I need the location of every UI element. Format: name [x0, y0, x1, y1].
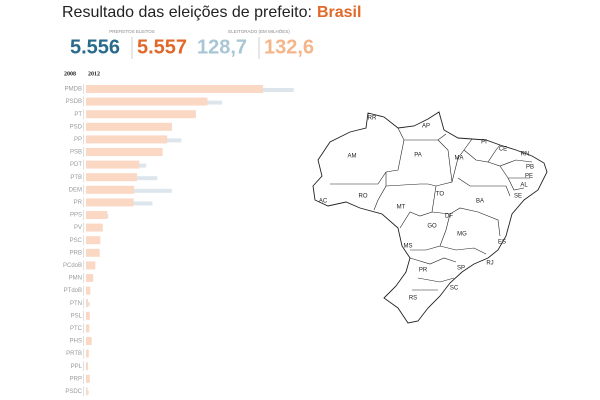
party-label: PT: [74, 112, 82, 118]
bar-2012: [86, 85, 263, 93]
state-label: RN: [521, 152, 530, 158]
bar-2012: [86, 374, 90, 383]
party-label: PTB: [70, 175, 82, 181]
state-label: RJ: [486, 261, 493, 267]
bar-2012: [86, 198, 134, 207]
stat-value: 5.556: [70, 36, 120, 58]
state-label: MG: [457, 232, 467, 238]
party-label: PSD: [70, 124, 83, 130]
state-label: AP: [422, 124, 430, 130]
bar-2012: [86, 299, 89, 308]
stat-label: PREFEITOS ELEITOS: [109, 29, 155, 34]
bar-2012: [86, 135, 168, 144]
state-label: PB: [526, 165, 534, 171]
bar-2012: [86, 324, 90, 333]
state-label: AL: [520, 183, 528, 189]
stat-value: 132,6: [264, 36, 314, 58]
title: Resultado das eleições de prefeito: Brasi…: [62, 4, 361, 21]
bar-2012: [86, 337, 92, 345]
bar-2012: [86, 148, 163, 156]
state-label: RS: [409, 296, 417, 302]
party-label: PCdoB: [63, 263, 82, 269]
bar-2012: [86, 122, 172, 131]
party-label: PRB: [70, 250, 82, 256]
party-label: PP: [74, 137, 82, 143]
state-label: PR: [419, 268, 428, 274]
state-label: DF: [445, 214, 453, 220]
state-label: AC: [319, 199, 328, 205]
bar-2012: [86, 248, 100, 257]
bar-2012: [86, 110, 196, 119]
party-label: PRTB: [66, 351, 82, 357]
bar-2012: [86, 236, 101, 245]
bar-2012: [86, 185, 135, 194]
state-label: RO: [359, 194, 368, 200]
bar-2012: [86, 387, 88, 396]
party-label: PRP: [70, 376, 82, 382]
state-label: BA: [476, 199, 484, 205]
stat-value: 128,7: [197, 36, 247, 58]
stat-label: ELEITORADO (EM MILHÕES): [228, 28, 290, 34]
bar-2012: [86, 223, 103, 232]
state-label: SP: [457, 266, 465, 272]
state-label: SE: [514, 194, 522, 200]
bar-2012: [86, 286, 91, 295]
bar-2012: [86, 211, 108, 219]
state-label: TO: [436, 192, 445, 198]
state-label: CE: [499, 147, 507, 153]
party-label: PV: [74, 225, 82, 231]
map: RR AP AM PA MA PI CE RN PB PE AL SE TO BA AC RO MT GO DF MG…: [312, 111, 548, 324]
party-label: PSB: [70, 150, 82, 156]
party-label: PSL: [71, 313, 83, 319]
bar-2012: [86, 274, 94, 282]
party-label: PDT: [70, 162, 82, 168]
bar-2012: [86, 349, 89, 358]
state-label: ES: [498, 240, 506, 246]
party-label: PHS: [70, 339, 82, 345]
state-borders: [330, 127, 533, 291]
state-label: AM: [348, 154, 357, 160]
party-label: PSDB: [66, 99, 82, 105]
party-label: PTN: [70, 301, 82, 307]
title-text: Resultado das eleições de prefeito:: [62, 4, 312, 21]
party-label: PTdoB: [64, 288, 82, 294]
legend-label: 2012: [88, 71, 100, 77]
party-label: PPS: [70, 213, 82, 219]
state-label: GO: [427, 224, 437, 230]
bar-2012: [86, 311, 90, 320]
state-label: PA: [414, 153, 422, 159]
state-label: PE: [525, 174, 533, 180]
legend-label: 2008: [64, 71, 76, 77]
bar-chart: 2008 2012PMDBPSDBPTPSDPPPSBPDTPTBDEMPRPPS…: [63, 71, 294, 397]
party-label: PSC: [70, 238, 83, 244]
bar-2012: [86, 160, 140, 169]
state-label: PI: [481, 140, 487, 146]
party-label: PMDB: [65, 87, 82, 93]
country-outline: [312, 111, 548, 324]
bar-2012: [86, 173, 138, 182]
stats: PREFEITOS ELEITOS 5.556 5.557 ELEITORADO (E…: [70, 28, 314, 59]
state-label: RR: [368, 116, 377, 122]
bar-2012: [86, 97, 208, 106]
party-label: PR: [74, 200, 83, 206]
state-label: MA: [455, 156, 464, 162]
party-label: DEM: [69, 187, 82, 193]
state-label: MS: [404, 244, 413, 250]
stat-value: 5.557: [137, 36, 187, 58]
bar-2012: [86, 362, 89, 371]
party-label: PSDC: [65, 389, 82, 395]
bar-2012: [86, 261, 96, 270]
party-label: PTC: [70, 326, 83, 332]
state-label: SC: [450, 286, 459, 292]
party-label: PPL: [71, 364, 83, 370]
state-label: MT: [397, 205, 406, 211]
title-place: Brasil: [317, 4, 361, 21]
party-label: PMN: [69, 276, 82, 282]
